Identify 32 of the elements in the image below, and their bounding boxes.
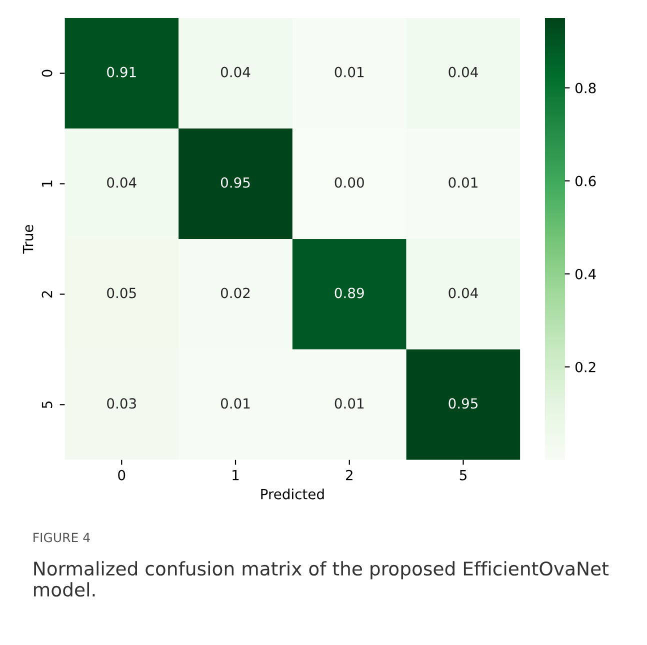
x-tick-label: 5: [460, 470, 466, 480]
y-tick-label: 1: [42, 180, 52, 187]
data-label: 0.01: [334, 398, 364, 409]
data-label: 0.01: [220, 398, 250, 409]
data-label: 0.04: [107, 177, 136, 188]
caption: FIGURE 4: [34, 532, 90, 542]
data-label: 0.95: [448, 398, 478, 409]
data-label: 0.91: [107, 66, 136, 78]
color-bar-label: 0.2: [575, 362, 596, 372]
y-tick-label: 0: [42, 70, 52, 77]
color-bar-label: 0.6: [575, 176, 596, 186]
data-label: 0.00: [334, 177, 364, 188]
color-bar-label: 0.4: [575, 268, 596, 280]
y-tick-label: 5: [42, 401, 52, 408]
data-label: 0.03: [107, 398, 136, 409]
data-label: 0.01: [334, 66, 364, 78]
data-label: 0.04: [448, 288, 478, 298]
y-tick-label: 2: [42, 291, 52, 298]
x-tick-label: 1: [232, 470, 239, 480]
color-bar-label: 0.8: [575, 82, 596, 94]
data-label: 0.89: [334, 288, 364, 298]
data-label: 0.05: [107, 288, 136, 298]
y-axis-title: True: [22, 224, 34, 254]
text: Normalized confusion matrix of the proposed EfficientOvaNet model.: [34, 561, 608, 597]
data-label: 0.95: [220, 177, 250, 188]
x-tick-label: 2: [346, 470, 352, 480]
x-tick-label: 0: [118, 470, 126, 480]
data-label: 0.04: [448, 66, 478, 78]
data-label: 0.02: [220, 288, 250, 298]
data-label: 0.04: [220, 66, 250, 78]
x-axis-title: Predicted: [261, 488, 324, 500]
data-label: 0.01: [448, 177, 478, 188]
